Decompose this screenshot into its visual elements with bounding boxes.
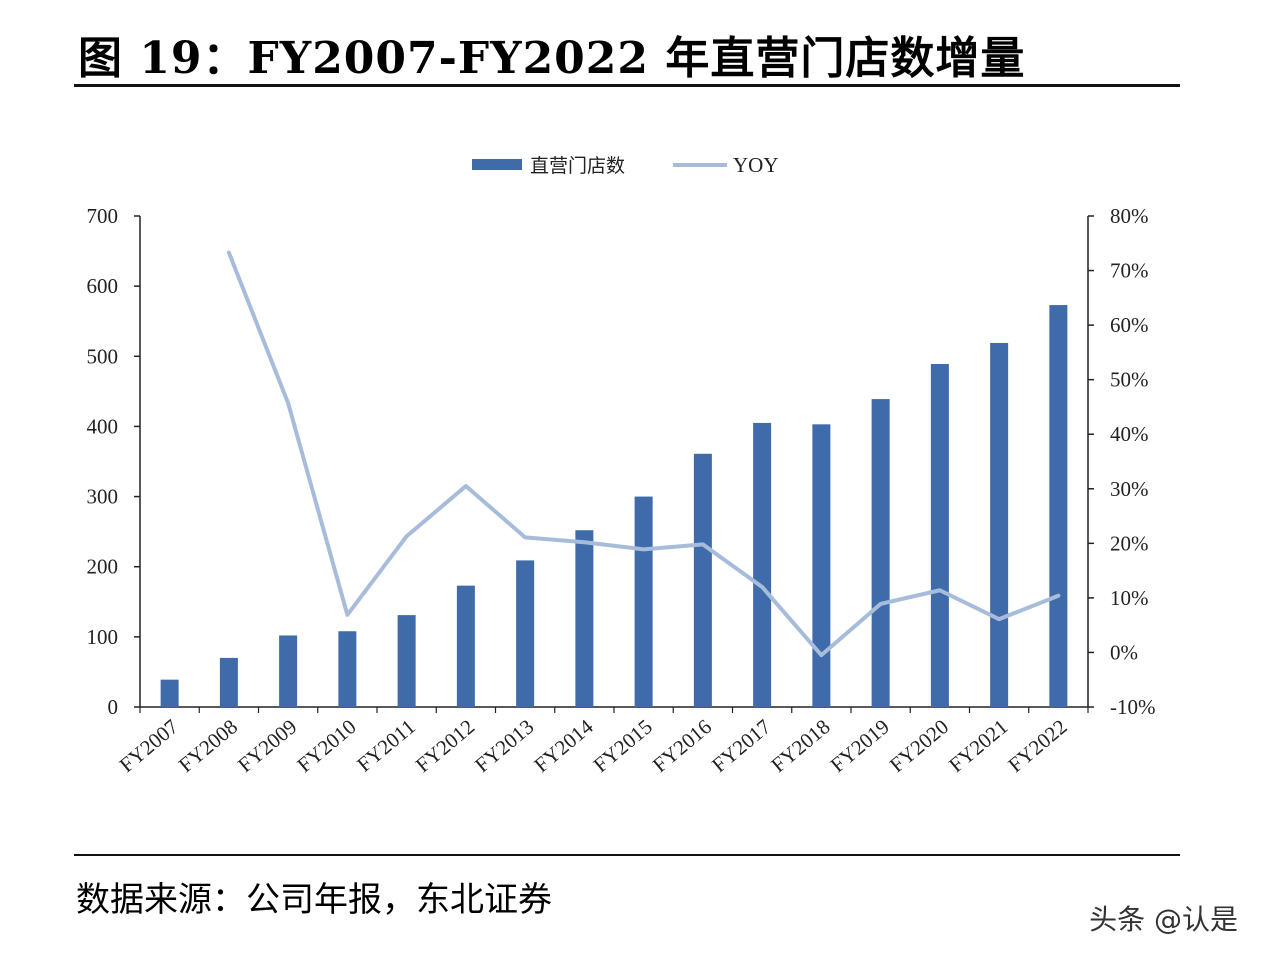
bar: [634, 496, 653, 707]
bar: [753, 422, 772, 707]
yoy-point: [701, 542, 705, 546]
right-tick-label: 10%: [1110, 586, 1149, 610]
yoy-point: [227, 251, 231, 255]
bar: [693, 453, 712, 707]
x-tick-label: FY2009: [233, 714, 301, 777]
left-tick-label: 0: [108, 695, 119, 719]
figure-title: 图 19：FY2007-FY2022 年直营门店数增量: [78, 33, 1026, 84]
yoy-point: [523, 535, 527, 539]
yoy-point: [464, 484, 468, 488]
x-tick-label: FY2012: [411, 714, 479, 777]
x-tick-label: FY2007: [115, 714, 183, 777]
x-tick-label: FY2017: [707, 714, 775, 777]
yoy-point: [760, 585, 764, 589]
yoy-point: [997, 617, 1001, 621]
yoy-point: [345, 613, 349, 617]
bar: [456, 585, 475, 707]
x-tick-label: FY2019: [826, 714, 894, 777]
footer-rule: [74, 854, 1180, 856]
x-tick-label: FY2010: [292, 714, 360, 777]
left-tick-label: 100: [87, 625, 119, 649]
watermark: 头条 @认是: [1089, 903, 1238, 936]
bar: [812, 424, 831, 707]
left-tick-label: 400: [87, 414, 119, 438]
legend-swatch-bars: [472, 159, 522, 170]
left-tick-label: 500: [87, 344, 119, 368]
right-tick-label: 60%: [1110, 313, 1149, 337]
x-tick-label: FY2008: [174, 714, 242, 777]
x-tick-label: FY2014: [529, 714, 598, 777]
title-rule: [74, 84, 1180, 87]
x-tick-label: FY2013: [470, 714, 538, 777]
yoy-point: [286, 401, 290, 405]
yoy-point: [938, 588, 942, 592]
chart: 0 100 200 300 400 500 600 700 -10% 0% 10% 20% 30% 40%…: [87, 153, 1156, 777]
yoy-point: [819, 653, 823, 657]
bar: [279, 635, 298, 707]
right-tick-label: 80%: [1110, 204, 1149, 228]
bar: [930, 364, 949, 707]
bar: [219, 657, 238, 707]
left-tick-label: 300: [87, 485, 119, 509]
bar: [990, 342, 1009, 707]
legend-label-line: YOY: [733, 153, 779, 177]
x-tick-label: FY2015: [589, 714, 657, 777]
left-tick-label: 700: [87, 204, 119, 228]
x-tick-label: FY2018: [766, 714, 834, 777]
yoy-point: [582, 540, 586, 544]
bar: [871, 399, 890, 707]
x-tick-label: FY2016: [648, 714, 716, 777]
bar: [516, 560, 535, 707]
yoy-point: [405, 534, 409, 538]
x-tick-label: FY2022: [1003, 714, 1071, 777]
right-tick-label: 40%: [1110, 422, 1149, 446]
yoy-point: [879, 602, 883, 606]
source-note: 数据来源：公司年报，东北证券: [76, 880, 552, 920]
right-tick-label: -10%: [1110, 695, 1156, 719]
x-tick-label: FY2020: [885, 714, 953, 777]
left-tick-label: 200: [87, 555, 119, 579]
bar: [160, 679, 179, 707]
bar: [338, 631, 357, 707]
legend-label-bars: 直营门店数: [530, 155, 625, 177]
yoy-point: [642, 547, 646, 551]
x-tick-label: FY2011: [352, 714, 420, 776]
yoy-point: [1056, 594, 1060, 598]
right-tick-label: 30%: [1110, 477, 1149, 501]
bar: [575, 530, 594, 707]
bar: [397, 615, 416, 707]
right-tick-label: 50%: [1110, 368, 1149, 392]
right-tick-label: 0%: [1110, 640, 1138, 664]
bar: [1049, 305, 1068, 707]
left-tick-label: 600: [87, 274, 119, 298]
x-tick-label: FY2021: [944, 714, 1012, 777]
right-tick-label: 70%: [1110, 259, 1149, 283]
right-tick-label: 20%: [1110, 531, 1149, 555]
